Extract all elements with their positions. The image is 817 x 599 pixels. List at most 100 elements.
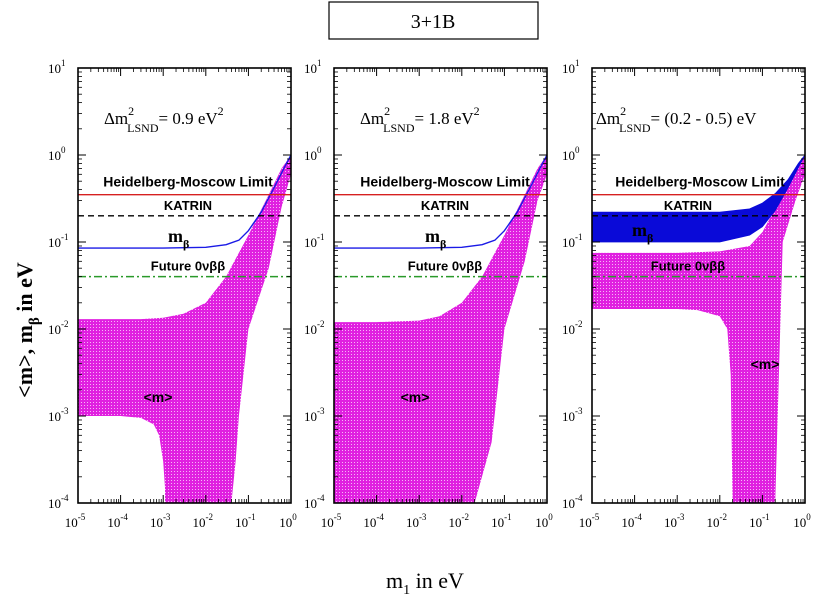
y-tick-exp: -1: [317, 232, 325, 242]
y-tick-label: 100: [562, 145, 580, 163]
x-tick-base: 10: [793, 515, 806, 530]
x-tick-label: 10-5: [579, 512, 600, 530]
plot-frame: [591, 67, 806, 504]
limit-line-label: KATRIN: [421, 198, 469, 213]
y-tick-exp: -3: [317, 406, 325, 416]
x-tick-exp: -4: [634, 512, 642, 522]
dm2-sub: LSND: [383, 121, 415, 135]
y-tick-base: 10: [48, 148, 61, 163]
x-tick-base: 10: [707, 515, 720, 530]
x-tick-exp: -2: [720, 512, 728, 522]
mbeta-label-sub: β: [183, 237, 189, 251]
y-tick-label: 101: [48, 58, 66, 76]
effective-mass-band: [78, 155, 291, 503]
y-tick-exp: 1: [61, 58, 66, 68]
y-tick-label: 10-3: [304, 406, 325, 424]
x-axis-label: m1 in eV: [386, 568, 464, 598]
x-tick-exp: -5: [334, 512, 342, 522]
x-tick-base: 10: [193, 515, 206, 530]
x-tick-exp: -2: [462, 512, 470, 522]
plot-area: Heidelberg-Moscow Limit KATRIN Future 0νββ…: [334, 154, 547, 503]
x-tick-exp: -2: [206, 512, 214, 522]
x-tick-exp: -3: [163, 512, 171, 522]
mbeta-band: [592, 154, 805, 243]
x-tick-label: 10-4: [363, 512, 384, 530]
dm2-sup: 2: [384, 104, 390, 118]
mbeta-label-sub: β: [647, 231, 653, 245]
x-tick-base: 10: [363, 515, 376, 530]
y-axis-label-main: <m>, m: [12, 325, 37, 398]
dm2-annotation: Δm2 LSND= (0.2 - 0.5) eV: [596, 104, 757, 135]
x-tick-label: 100: [535, 512, 553, 530]
y-tick-label: 10-2: [562, 319, 583, 337]
mbeta-label-main: m: [632, 220, 647, 240]
y-tick-base: 10: [562, 409, 575, 424]
y-tick-exp: 0: [575, 145, 580, 155]
x-tick-base: 10: [449, 515, 462, 530]
y-tick-base: 10: [562, 496, 575, 511]
x-tick-base: 10: [65, 515, 78, 530]
x-tick-exp: -1: [762, 512, 770, 522]
dm2-prefix: Δm: [360, 109, 384, 128]
dm2-prefix: Δm: [596, 109, 620, 128]
dm2-sup: 2: [128, 104, 134, 118]
x-tick-base: 10: [406, 515, 419, 530]
dm2-annotation: Δm2 LSND= 1.8 eV2: [360, 104, 480, 135]
y-tick-label: 10-3: [48, 406, 69, 424]
dm2-value: = 1.8 eV: [415, 109, 475, 128]
y-tick-exp: -1: [61, 232, 69, 242]
limit-line-label: KATRIN: [164, 198, 212, 213]
y-tick-exp: -4: [575, 493, 583, 503]
figure-title: 3+1B: [411, 11, 456, 33]
x-tick-label: 10-5: [321, 512, 342, 530]
x-tick-base: 10: [321, 515, 334, 530]
x-tick-label: 10-3: [406, 512, 427, 530]
y-tick-base: 10: [304, 148, 317, 163]
dm2-value: = (0.2 - 0.5) eV: [651, 109, 758, 128]
y-axis-label: <m>, mβ in eV: [12, 262, 43, 398]
x-axis-label-main: m: [386, 568, 403, 593]
plot-frame: [77, 67, 292, 504]
x-tick-exp: 0: [548, 512, 553, 522]
effective-mass-label: <m>: [401, 389, 430, 405]
y-tick-base: 10: [48, 322, 61, 337]
limit-line-label: Future 0νββ: [651, 259, 725, 274]
x-tick-label: 10-5: [65, 512, 86, 530]
y-tick-exp: 1: [317, 58, 322, 68]
x-tick-label: 100: [793, 512, 811, 530]
dm2-value-sup: 2: [474, 104, 480, 118]
y-tick-exp: -2: [575, 319, 583, 329]
x-tick-exp: -5: [592, 512, 600, 522]
x-tick-label: 10-2: [449, 512, 470, 530]
mbeta-line: [334, 154, 547, 249]
y-tick-exp: -2: [317, 319, 325, 329]
x-tick-exp: -4: [376, 512, 384, 522]
y-tick-label: 10-1: [562, 232, 583, 250]
plot-area: Heidelberg-Moscow Limit KATRIN Future 0νββ…: [78, 154, 291, 503]
y-tick-base: 10: [562, 148, 575, 163]
y-tick-base: 10: [304, 409, 317, 424]
mbeta-label: mβ: [632, 220, 653, 245]
panel-1: Heidelberg-Moscow Limit KATRIN Future 0νββ…: [48, 58, 297, 530]
x-tick-label: 10-3: [150, 512, 171, 530]
mbeta-label-sub: β: [440, 237, 446, 251]
x-tick-base: 10: [535, 515, 548, 530]
dm2-annotation: Δm2 LSND= 0.9 eV2: [104, 104, 224, 135]
x-tick-exp: 0: [806, 512, 811, 522]
x-axis-label-rest: in eV: [410, 568, 464, 593]
x-tick-label: 10-4: [621, 512, 642, 530]
title-box: [328, 1, 539, 40]
x-tick-exp: -1: [248, 512, 256, 522]
limit-line-label: Heidelberg-Moscow Limit: [103, 174, 273, 190]
y-tick-exp: -1: [575, 232, 583, 242]
plot-frame: [333, 67, 548, 504]
y-tick-label: 100: [48, 145, 66, 163]
x-tick-base: 10: [621, 515, 634, 530]
y-tick-base: 10: [48, 61, 61, 76]
dm2-sub: LSND: [127, 121, 159, 135]
x-tick-exp: -1: [504, 512, 512, 522]
y-tick-base: 10: [304, 61, 317, 76]
y-tick-base: 10: [562, 61, 575, 76]
x-tick-base: 10: [749, 515, 762, 530]
y-tick-exp: 0: [317, 145, 322, 155]
